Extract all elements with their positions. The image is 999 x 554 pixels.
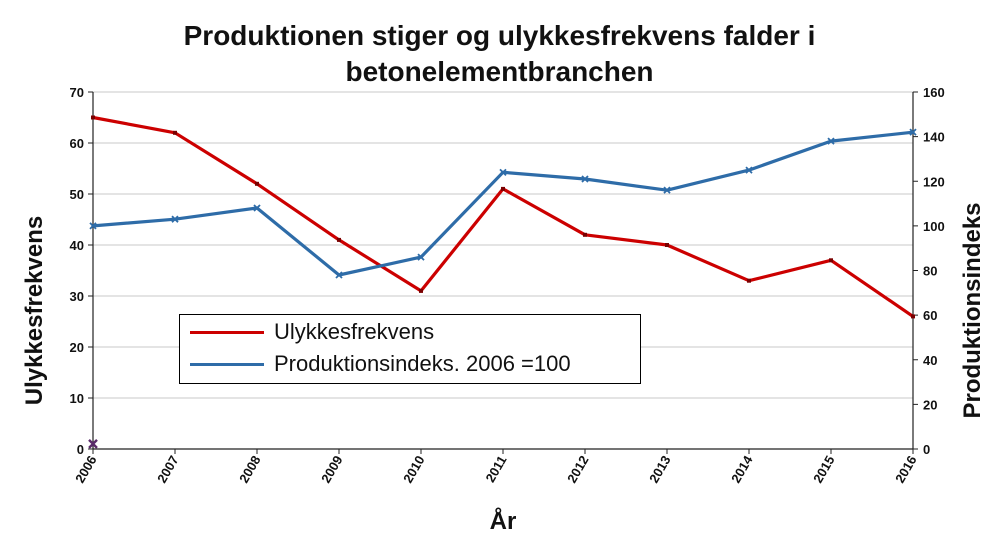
- legend-item-ulykkesfrekvens: Ulykkesfrekvens: [180, 317, 434, 347]
- data-point-produktionsindeks: [253, 204, 261, 212]
- right-tick-label: 140: [923, 130, 945, 145]
- left-tick-label: 40: [70, 238, 84, 253]
- legend-swatch-ulykkesfrekvens: [190, 330, 264, 334]
- x-tick-label: 2011: [483, 453, 510, 485]
- data-point-ulykkesfrekvens: [583, 232, 587, 237]
- x-tick-label: 2012: [564, 453, 591, 486]
- data-point-ulykkesfrekvens: [829, 258, 833, 263]
- series-line-produktionsindeks: [91, 130, 915, 277]
- x-axis-ticks: 2006 2007 2008 2009 2010 2011 2012 2013 2014 2015…: [72, 452, 919, 485]
- right-tick-label: 20: [923, 397, 937, 412]
- right-tick-label: 120: [923, 174, 945, 189]
- x-tick-label: 2016: [892, 453, 919, 486]
- x-tick-label: 2013: [646, 453, 673, 486]
- x-tick-label: 2015: [810, 453, 837, 486]
- left-axis-ticks: 0 10 20 30 40 50 60 70: [70, 85, 84, 457]
- x-tick-label: 2006: [72, 453, 99, 486]
- data-point-produktionsindeks: [335, 271, 343, 279]
- series-line-ulykkesfrekvens: [91, 115, 915, 318]
- data-point-ulykkesfrekvens: [337, 237, 341, 242]
- left-tick-label: 50: [70, 187, 84, 202]
- data-point-ulykkesfrekvens: [419, 288, 423, 293]
- data-point-ulykkesfrekvens: [501, 186, 505, 191]
- data-point-ulykkesfrekvens: [173, 130, 177, 135]
- chart-title: Produktionen stiger og ulykkesfrekvens f…: [0, 18, 999, 90]
- axes: [88, 91, 918, 454]
- legend-label-produktionsindeks: Produktionsindeks. 2006 =100: [274, 351, 571, 376]
- right-axis-title: Produktionsindeks: [959, 202, 986, 418]
- left-tick-label: 30: [70, 289, 84, 304]
- right-axis-ticks: 0 20 40 60 80 100 120 140 160: [923, 85, 945, 457]
- x-tick-label: 2008: [236, 453, 263, 486]
- data-point-ulykkesfrekvens: [665, 243, 669, 247]
- legend: Ulykkesfrekvens Produktionsindeks. 2006 …: [179, 314, 641, 384]
- x-tick-label: 2009: [318, 453, 345, 486]
- data-point-produktionsindeks: [171, 215, 179, 223]
- data-point-produktionsindeks: [417, 253, 425, 261]
- left-tick-label: 60: [70, 136, 84, 151]
- data-point-produktionsindeks: [663, 186, 671, 194]
- right-tick-label: 100: [923, 219, 945, 234]
- x-tick-label: 2010: [400, 453, 427, 486]
- data-point-ulykkesfrekvens: [91, 115, 95, 120]
- data-point-produktionsindeks: [745, 166, 753, 174]
- legend-label-ulykkesfrekvens: Ulykkesfrekvens: [274, 319, 435, 344]
- data-point-ulykkesfrekvens: [747, 278, 751, 283]
- left-tick-label: 70: [70, 85, 84, 100]
- chart-title-line-1: Produktionen stiger og ulykkesfrekvens f…: [183, 20, 816, 51]
- right-tick-label: 40: [923, 353, 937, 368]
- right-tick-label: 60: [923, 308, 937, 323]
- chart-title-line-2: betonelementbranchen: [345, 56, 654, 87]
- data-point-produktionsindeks: [581, 175, 589, 183]
- right-tick-label: 0: [923, 442, 930, 457]
- stray-marker: [88, 439, 98, 449]
- data-point-produktionsindeks: [909, 128, 917, 136]
- data-point-produktionsindeks: [827, 137, 835, 145]
- right-tick-label: 160: [923, 85, 945, 100]
- legend-swatch-produktionsindeks: [190, 362, 264, 366]
- data-point-ulykkesfrekvens: [255, 181, 259, 186]
- x-axis-title: År: [490, 507, 517, 535]
- data-point-produktionsindeks: [89, 222, 97, 230]
- right-tick-label: 80: [923, 264, 937, 279]
- left-axis-title: Ulykkesfrekvens: [21, 216, 48, 405]
- left-tick-label: 0: [77, 442, 84, 457]
- x-tick-label: 2014: [728, 452, 756, 485]
- data-point-produktionsindeks: [499, 168, 507, 176]
- left-tick-label: 20: [70, 340, 84, 355]
- series: [88, 115, 917, 449]
- gridlines: [93, 91, 913, 399]
- x-tick-label: 2007: [154, 453, 181, 486]
- data-point-ulykkesfrekvens: [911, 314, 915, 319]
- legend-item-produktionsindeks: Produktionsindeks. 2006 =100: [180, 349, 571, 379]
- left-tick-label: 10: [70, 391, 84, 406]
